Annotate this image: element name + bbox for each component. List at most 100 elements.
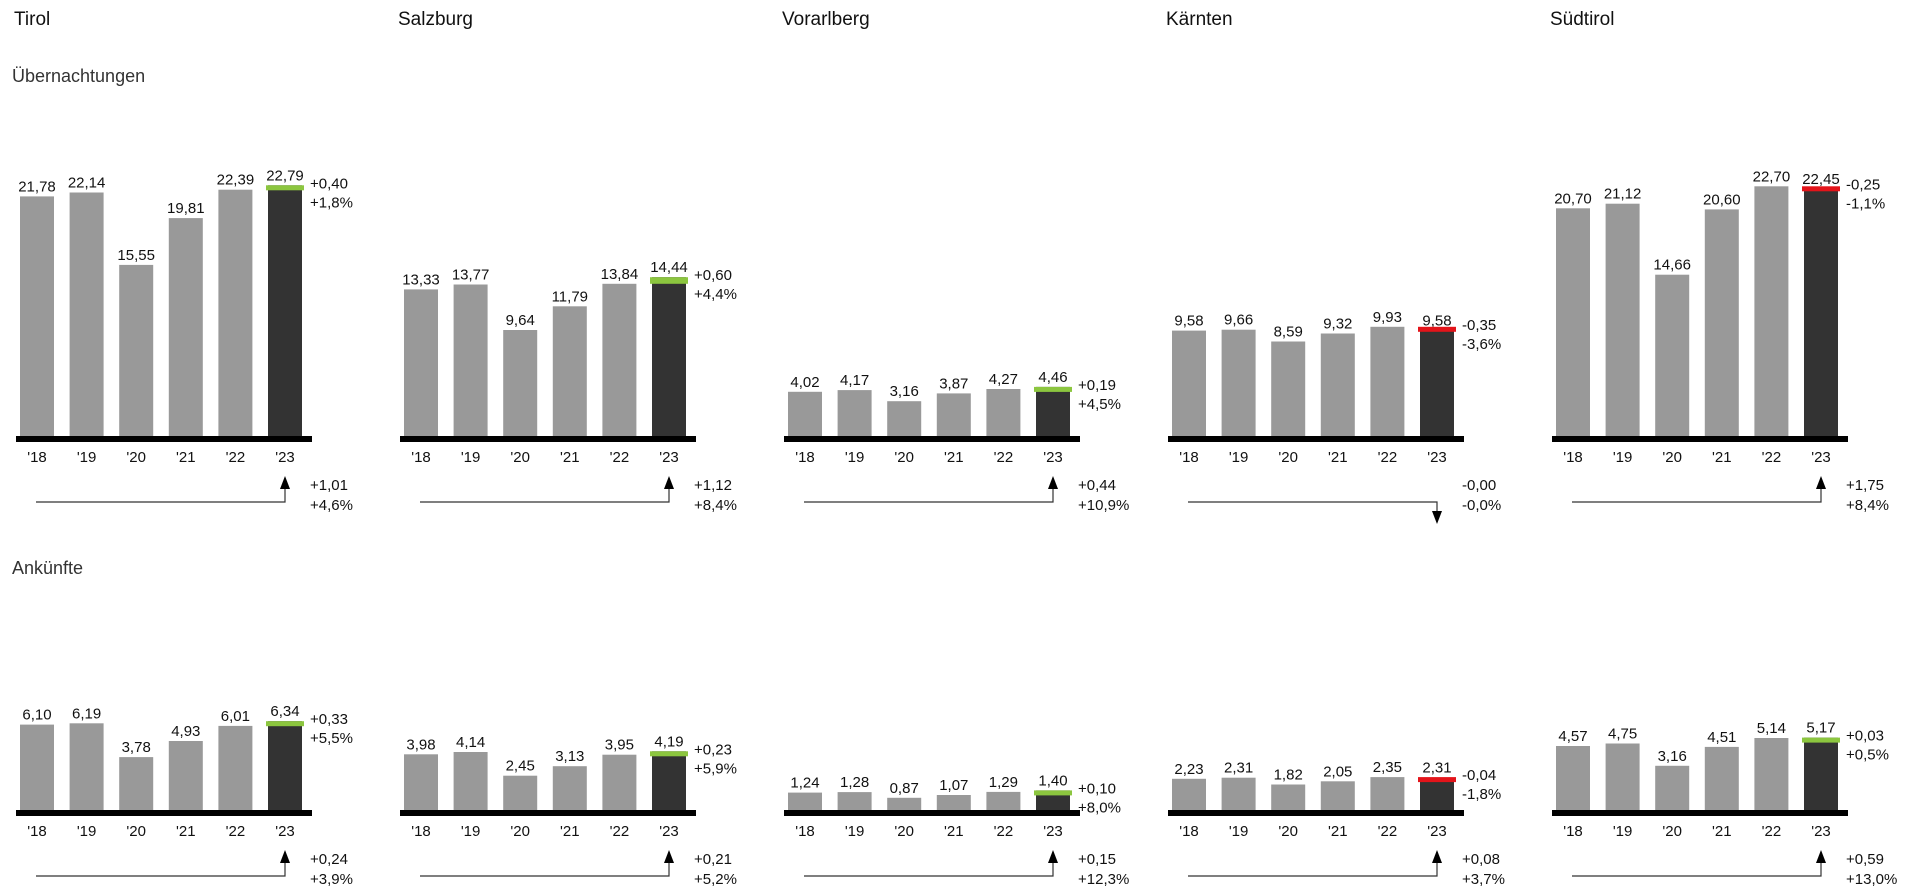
bar-tirol-uebernachtungen-0 [20, 196, 54, 436]
tick-label: '23 [1043, 823, 1063, 840]
comparison-arrow-line-kaernten-ankuenfte [1188, 862, 1438, 877]
bar-suedtirol-ankuenfte-0 [1556, 746, 1590, 810]
value-label: 9,58 [1422, 313, 1451, 330]
value-label: 2,05 [1323, 763, 1352, 780]
axis-baseline-suedtirol-uebernachtungen [1552, 436, 1848, 442]
bar-vorarlberg-ankuenfte-2 [887, 797, 922, 810]
delta-marker-tirol-ankuenfte [266, 721, 304, 727]
bar-salzburg-uebernachtungen-3 [552, 306, 587, 436]
delta-prev-pct: -1,8% [1462, 786, 1501, 803]
axis-baseline-vorarlberg-uebernachtungen [784, 436, 1080, 442]
panel-tirol-uebernachtungen: 21,78 '18 22,14 '19 15,55 '20 19,81 '21 22,39 '22… [16, 167, 353, 514]
bar-kaernten-uebernachtungen-2 [1271, 341, 1306, 436]
bar-suedtirol-uebernachtungen-4 [1754, 186, 1789, 436]
tick-label: '22 [1762, 823, 1782, 840]
bar-salzburg-ankuenfte-2 [503, 775, 538, 810]
panel-suedtirol-uebernachtungen: 20,70 '18 21,12 '19 14,66 '20 20,60 '21 22,70 '22… [1552, 168, 1889, 514]
panel-vorarlberg-uebernachtungen: 4,02 '18 4,17 '19 3,16 '20 3,87 '21 4,27 '22 4,46 '… [784, 369, 1129, 514]
value-label: 6,34 [270, 703, 299, 720]
value-label: 4,46 [1038, 369, 1067, 386]
delta-base-abs: +0,21 [694, 851, 732, 868]
bar-kaernten-ankuenfte-1 [1221, 777, 1256, 810]
value-label: 2,31 [1422, 760, 1451, 777]
delta-prev-abs: -0,25 [1846, 176, 1880, 193]
value-label: 8,59 [1274, 324, 1303, 341]
value-label: 0,87 [890, 780, 919, 797]
comparison-arrow-line-tirol-uebernachtungen [36, 488, 286, 503]
bar-tirol-uebernachtungen-2 [119, 264, 154, 436]
value-label: 6,01 [221, 708, 250, 725]
delta-marker-vorarlberg-uebernachtungen [1034, 386, 1072, 392]
axis-baseline-tirol-uebernachtungen [16, 436, 312, 442]
bar-vorarlberg-uebernachtungen-1 [837, 390, 872, 436]
region-titles: Tirol Salzburg Vorarlberg Kärnten Südtir… [14, 9, 1614, 30]
value-label: 22,79 [266, 167, 304, 184]
bar-salzburg-ankuenfte-0 [404, 754, 438, 810]
axis-baseline-suedtirol-ankuenfte [1552, 810, 1848, 816]
tick-label: '21 [1712, 449, 1732, 466]
bar-vorarlberg-ankuenfte-1 [837, 792, 872, 810]
bar-suedtirol-ankuenfte-4 [1754, 738, 1789, 810]
delta-marker-salzburg-uebernachtungen [650, 277, 688, 284]
tick-label: '22 [994, 823, 1014, 840]
delta-base-abs: +1,12 [694, 477, 732, 494]
value-label: 3,16 [890, 383, 919, 400]
value-label: 1,07 [939, 777, 968, 794]
value-label: 14,44 [650, 259, 688, 276]
tick-label: '22 [610, 449, 630, 466]
delta-prev-abs: +0,60 [694, 267, 732, 284]
bar-salzburg-uebernachtungen-5 [652, 277, 686, 436]
tick-label: '19 [1229, 449, 1249, 466]
axis-baseline-kaernten-uebernachtungen [1168, 436, 1464, 442]
panel-suedtirol-ankuenfte: 4,57 '18 4,75 '19 3,16 '20 4,51 '21 5,14 '22 5,17 '… [1552, 720, 1897, 886]
value-label: 2,45 [506, 758, 535, 775]
bar-tirol-uebernachtungen-5 [268, 185, 302, 436]
value-label: 20,70 [1554, 190, 1592, 207]
bar-suedtirol-uebernachtungen-0 [1556, 208, 1590, 436]
tick-label: '23 [275, 823, 295, 840]
delta-marker-suedtirol-uebernachtungen [1802, 186, 1840, 192]
bar-vorarlberg-uebernachtungen-4 [986, 389, 1021, 436]
tick-label: '23 [659, 823, 679, 840]
comparison-arrow-line-suedtirol-uebernachtungen [1572, 488, 1822, 503]
delta-prev-pct: +5,5% [310, 730, 353, 747]
bar-kaernten-uebernachtungen-3 [1320, 333, 1355, 436]
delta-prev-abs: +0,19 [1078, 377, 1116, 394]
delta-prev-abs: -0,35 [1462, 317, 1496, 334]
delta-base-abs: +0,24 [310, 851, 348, 868]
bar-vorarlberg-ankuenfte-0 [788, 792, 822, 810]
comparison-arrow-line-vorarlberg-ankuenfte [804, 862, 1054, 877]
axis-baseline-salzburg-ankuenfte [400, 810, 696, 816]
value-label: 4,19 [654, 733, 683, 750]
delta-marker-vorarlberg-ankuenfte [1034, 790, 1072, 796]
delta-base-pct: +3,7% [1462, 871, 1505, 886]
tick-label: '18 [1179, 449, 1199, 466]
bar-kaernten-ankuenfte-0 [1172, 778, 1206, 810]
delta-base-pct: +3,9% [310, 871, 353, 886]
tick-label: '22 [1378, 449, 1398, 466]
delta-prev-abs: +0,03 [1846, 728, 1884, 745]
bar-salzburg-ankuenfte-1 [453, 752, 488, 810]
panel-salzburg-uebernachtungen: 13,33 '18 13,77 '19 9,64 '20 11,79 '21 13,84 '22 1… [400, 259, 737, 514]
tick-label: '20 [510, 823, 530, 840]
tick-label: '22 [1378, 823, 1398, 840]
panel-kaernten-ankuenfte: 2,23 '18 2,31 '19 1,82 '20 2,05 '21 2,35 '22 2,31 '… [1168, 759, 1505, 886]
bar-suedtirol-ankuenfte-3 [1704, 746, 1739, 810]
tick-label: '21 [944, 823, 964, 840]
bar-vorarlberg-uebernachtungen-3 [936, 393, 971, 436]
delta-base-pct: +5,2% [694, 871, 737, 886]
value-label: 2,23 [1174, 761, 1203, 778]
tick-label: '21 [1712, 823, 1732, 840]
bar-salzburg-ankuenfte-4 [602, 754, 637, 810]
bar-suedtirol-uebernachtungen-3 [1704, 209, 1739, 436]
comparison-arrow-line-kaernten-uebernachtungen [1188, 501, 1438, 512]
tick-label: '20 [1278, 449, 1298, 466]
value-label: 3,87 [939, 375, 968, 392]
value-label: 6,19 [72, 705, 101, 722]
value-label: 14,66 [1653, 257, 1691, 274]
value-label: 2,31 [1224, 760, 1253, 777]
bar-vorarlberg-ankuenfte-3 [936, 795, 971, 810]
tick-label: '20 [1662, 823, 1682, 840]
delta-base-pct: +12,3% [1078, 871, 1129, 886]
